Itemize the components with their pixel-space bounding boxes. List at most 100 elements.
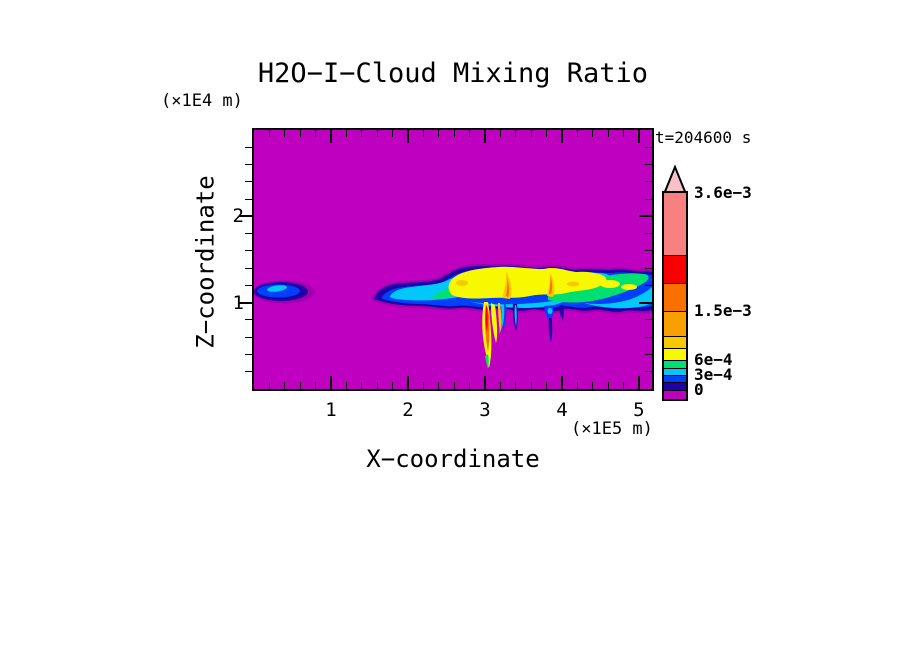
colorbar-segment	[664, 368, 686, 375]
colorbar-segment	[664, 390, 686, 399]
x-axis-tick-top	[329, 130, 332, 143]
orange-feather-core	[549, 275, 553, 294]
x-axis-tick	[299, 382, 301, 389]
streak-c-cyan	[514, 305, 517, 327]
colorbar-segment	[664, 311, 686, 336]
x-axis-tick	[469, 382, 471, 389]
x-axis-tick-top	[560, 130, 563, 143]
streak-main-green-tip	[485, 354, 489, 369]
x-axis-tick	[284, 382, 286, 389]
y-axis-tick	[245, 284, 252, 286]
y-axis-tick	[239, 301, 252, 304]
x-axis-tick	[530, 382, 532, 389]
x-axis-tick-top	[546, 130, 548, 137]
y-axis-tick-right	[645, 181, 652, 183]
x-axis-title: X−coordinate	[366, 445, 540, 473]
streak-main-red	[485, 306, 488, 332]
streak-b-amber	[498, 303, 502, 333]
x-axis-tick-top	[607, 130, 609, 137]
y-axis-tick-label: 2	[232, 205, 244, 228]
y-axis-tick	[245, 336, 252, 338]
x-axis-tick	[515, 382, 517, 389]
y-axis-tick-right	[645, 146, 652, 148]
y-axis-tick	[245, 371, 252, 373]
y-axis-unit-label: (×1E4 m)	[161, 91, 243, 111]
x-axis-tick-top	[483, 130, 486, 143]
x-axis-tick	[315, 382, 317, 389]
x-axis-tick-top	[453, 130, 455, 137]
x-axis-tick-top	[422, 130, 424, 137]
x-axis-unit-label: (×1E5 m)	[571, 419, 653, 439]
streak-d-navy-strand	[548, 318, 553, 342]
y-axis-tick-right	[645, 250, 652, 252]
time-annotation: t=204600 s	[655, 128, 752, 147]
x-axis-tick	[499, 382, 501, 389]
y-axis-tick	[239, 215, 252, 218]
y-axis-tick	[245, 233, 252, 235]
y-axis-tick-right	[645, 267, 652, 269]
y-axis-tick	[245, 146, 252, 148]
y-axis-tick	[245, 267, 252, 269]
x-axis-tick	[546, 382, 548, 389]
plot-title: H2O−I−Cloud Mixing Ratio	[257, 58, 649, 89]
x-axis-tick	[560, 376, 563, 389]
x-axis-tick	[637, 376, 640, 389]
streak-e-navy	[559, 305, 564, 321]
y-axis-tick	[245, 250, 252, 252]
x-axis-tick-top	[499, 130, 501, 137]
x-axis-tick-top	[392, 130, 394, 137]
y-axis-title: Z−coordinate	[191, 175, 220, 349]
x-axis-tick	[576, 382, 578, 389]
colorbar-level-line	[664, 374, 686, 376]
orange-feather-core	[506, 277, 510, 297]
colorbar-segment	[664, 360, 686, 368]
colorbar-segment	[664, 283, 686, 311]
colorbar-level-line	[664, 282, 686, 284]
x-axis-tick	[268, 382, 270, 389]
y-axis-tick-right	[645, 371, 652, 373]
colorbar-level-line	[664, 381, 686, 383]
y-axis-tick	[245, 353, 252, 355]
yellow-patch	[600, 280, 620, 288]
y-axis-tick-right	[639, 215, 652, 218]
x-axis-tick-label: 3	[479, 399, 491, 421]
fall-streaks	[482, 302, 564, 369]
streak-d-cyan	[547, 308, 553, 314]
x-axis-tick	[422, 382, 424, 389]
left-cloud-core	[267, 285, 287, 292]
x-axis-tick-top	[361, 130, 363, 137]
colorbar-segment	[664, 193, 686, 255]
y-axis-tick-right	[645, 198, 652, 200]
x-axis-tick	[453, 382, 455, 389]
colorbar-level-label: 3.6e−3	[694, 183, 752, 202]
x-axis-tick	[392, 382, 394, 389]
colorbar-frame	[662, 191, 688, 401]
y-axis-tick	[245, 164, 252, 166]
x-axis-tick	[607, 382, 609, 389]
x-axis-tick-top	[438, 130, 440, 137]
colorbar-segment	[664, 375, 686, 382]
x-axis-tick-top	[345, 130, 347, 137]
x-axis-tick-label: 2	[402, 399, 414, 421]
colorbar-segment	[664, 382, 686, 390]
x-axis-tick	[329, 376, 332, 389]
streak-b-blue	[502, 304, 507, 332]
y-axis-tick	[245, 198, 252, 200]
colorbar-segment	[664, 336, 686, 348]
y-axis-tick-right	[645, 336, 652, 338]
x-axis-tick-top	[376, 130, 378, 137]
colorbar-level-label: 6e−4	[694, 350, 733, 369]
left-cloud	[254, 280, 315, 304]
x-axis-tick-top	[268, 130, 270, 137]
colorbar-level-line	[664, 347, 686, 349]
colorbar-level-line	[664, 367, 686, 369]
x-axis-tick	[592, 382, 594, 389]
x-axis-tick	[483, 376, 486, 389]
y-axis-tick-right	[645, 319, 652, 321]
y-axis-tick-right	[639, 301, 652, 304]
main-cloud-yellow-core	[448, 266, 607, 299]
colorbar-arrow-head	[662, 164, 688, 195]
amber-wisp	[456, 280, 468, 286]
x-axis-tick-top	[315, 130, 317, 137]
